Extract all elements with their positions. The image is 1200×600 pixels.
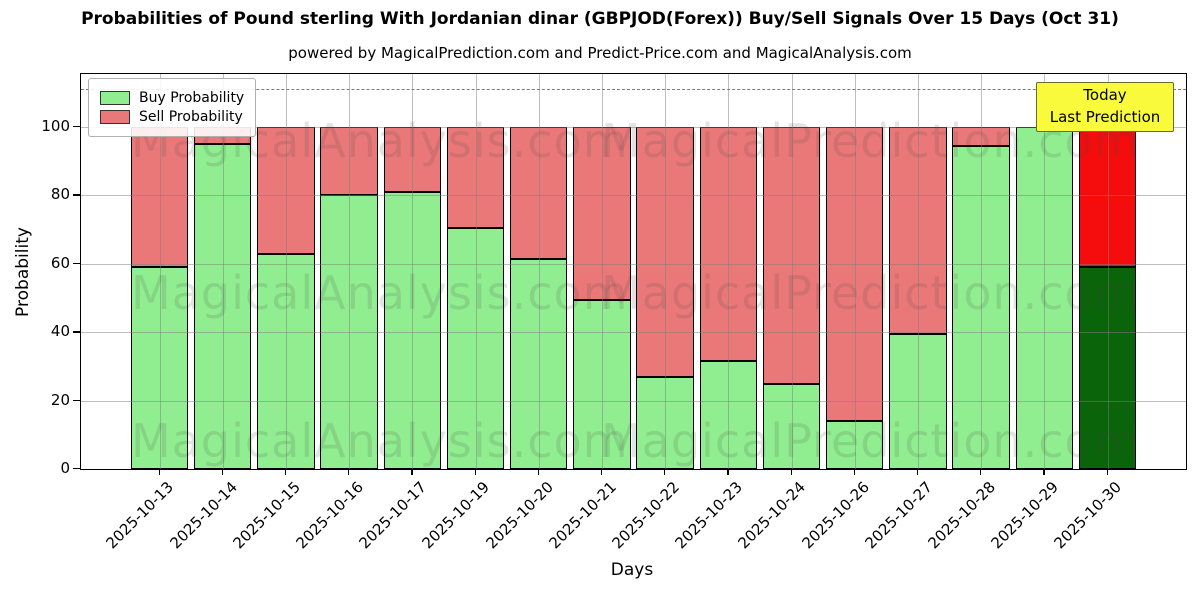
x-tick-label-text: 2025-10-23 (671, 478, 747, 553)
chart-subtitle: powered by MagicalPrediction.com and Pre… (288, 44, 912, 62)
y-tick-mark (73, 468, 80, 470)
h-gridline (81, 400, 1186, 402)
x-tick-mark (284, 468, 287, 475)
y-tick-mark (73, 331, 80, 333)
x-tick-mark (158, 468, 160, 475)
x-tick-mark (1043, 468, 1045, 475)
x-tick-mark (348, 468, 350, 475)
h-gridline (81, 195, 1186, 197)
x-tick-mark (411, 468, 413, 475)
x-tick-mark (221, 468, 224, 475)
v-gridline (412, 74, 414, 469)
x-tick-mark (916, 468, 919, 475)
x-tick-mark (474, 468, 476, 475)
x-tick-label-text: 2025-10-26 (798, 478, 873, 553)
v-gridline (159, 74, 161, 469)
v-gridline (665, 74, 667, 469)
today-annotation-line2: Last Prediction (1049, 107, 1161, 126)
x-tick-mark (980, 468, 982, 475)
x-tick-label-text: 2025-10-28 (924, 478, 999, 553)
x-tick-label-text: 2025-10-29 (987, 478, 1063, 553)
chart-title: Probabilities of Pound sterling With Jor… (81, 9, 1119, 29)
x-tick-mark (600, 468, 603, 475)
x-tick-label-text: 2025-10-14 (166, 478, 241, 553)
v-gridline (475, 74, 477, 469)
x-tick-label-text: 2025-10-13 (102, 478, 178, 553)
v-gridline (917, 74, 919, 469)
today-annotation: Today Last Prediction (1036, 82, 1174, 132)
v-gridline (222, 74, 224, 469)
buy-legend-label: Buy Probability (139, 90, 245, 106)
v-gridline (538, 74, 540, 469)
x-tick-label-text: 2025-10-24 (734, 478, 810, 553)
x-tick-label-text: 2025-10-27 (861, 478, 936, 553)
y-tick-mark (73, 126, 80, 128)
buy-legend-swatch (100, 91, 130, 105)
x-tick-label-text: 2025-10-19 (418, 478, 494, 553)
today-annotation-line1: Today (1083, 86, 1127, 104)
y-tick-label: 80 (50, 185, 70, 204)
y-tick-label: 20 (50, 390, 70, 409)
v-gridline (285, 74, 287, 469)
v-gridline (854, 74, 856, 469)
v-gridline (728, 74, 730, 469)
h-gridline (81, 332, 1186, 334)
v-gridline (981, 74, 983, 469)
v-gridline (1107, 74, 1109, 469)
h-gridline (81, 127, 1186, 128)
x-tick-label-text: 2025-10-20 (482, 478, 557, 553)
y-tick-label: 60 (50, 253, 70, 272)
x-tick-mark (727, 468, 729, 475)
legend: Buy Probability Sell Probability (88, 78, 257, 137)
x-tick-mark (790, 468, 792, 475)
v-gridline (1044, 74, 1046, 469)
y-axis-label: Probability (13, 227, 33, 317)
y-tick-mark (73, 399, 80, 401)
x-tick-label-text: 2025-10-21 (545, 478, 620, 553)
x-tick-mark (1106, 468, 1108, 475)
h-gridline (81, 263, 1186, 265)
v-gridline (791, 74, 793, 469)
y-tick-mark (73, 194, 80, 196)
x-tick-label-text: 2025-10-17 (355, 478, 431, 553)
plot-area: MagicalAnalysis.comMagicalPrediction.com… (80, 73, 1187, 470)
x-tick-label-text: 2025-10-22 (608, 478, 683, 553)
y-tick-label: 100 (41, 117, 70, 135)
x-tick-label-text: 2025-10-16 (292, 478, 367, 553)
x-axis-label: Days (610, 560, 654, 580)
x-tick-mark (853, 468, 856, 475)
sell-legend-swatch (100, 110, 130, 124)
x-tick-mark (664, 468, 666, 475)
y-tick-mark (73, 262, 80, 265)
legend-item-buy: Buy Probability (100, 90, 244, 106)
y-tick-label: 0 (60, 459, 70, 477)
y-tick-label: 40 (50, 322, 70, 341)
v-gridline (349, 74, 351, 469)
dashed-threshold-line (81, 89, 1186, 91)
x-tick-label-text: 2025-10-30 (1050, 478, 1126, 553)
sell-legend-label: Sell Probability (139, 109, 243, 125)
legend-item-sell: Sell Probability (100, 109, 244, 125)
grid-layer (81, 74, 1186, 469)
x-tick-mark (537, 468, 540, 475)
v-gridline (601, 74, 603, 469)
x-tick-label-text: 2025-10-15 (229, 478, 304, 553)
